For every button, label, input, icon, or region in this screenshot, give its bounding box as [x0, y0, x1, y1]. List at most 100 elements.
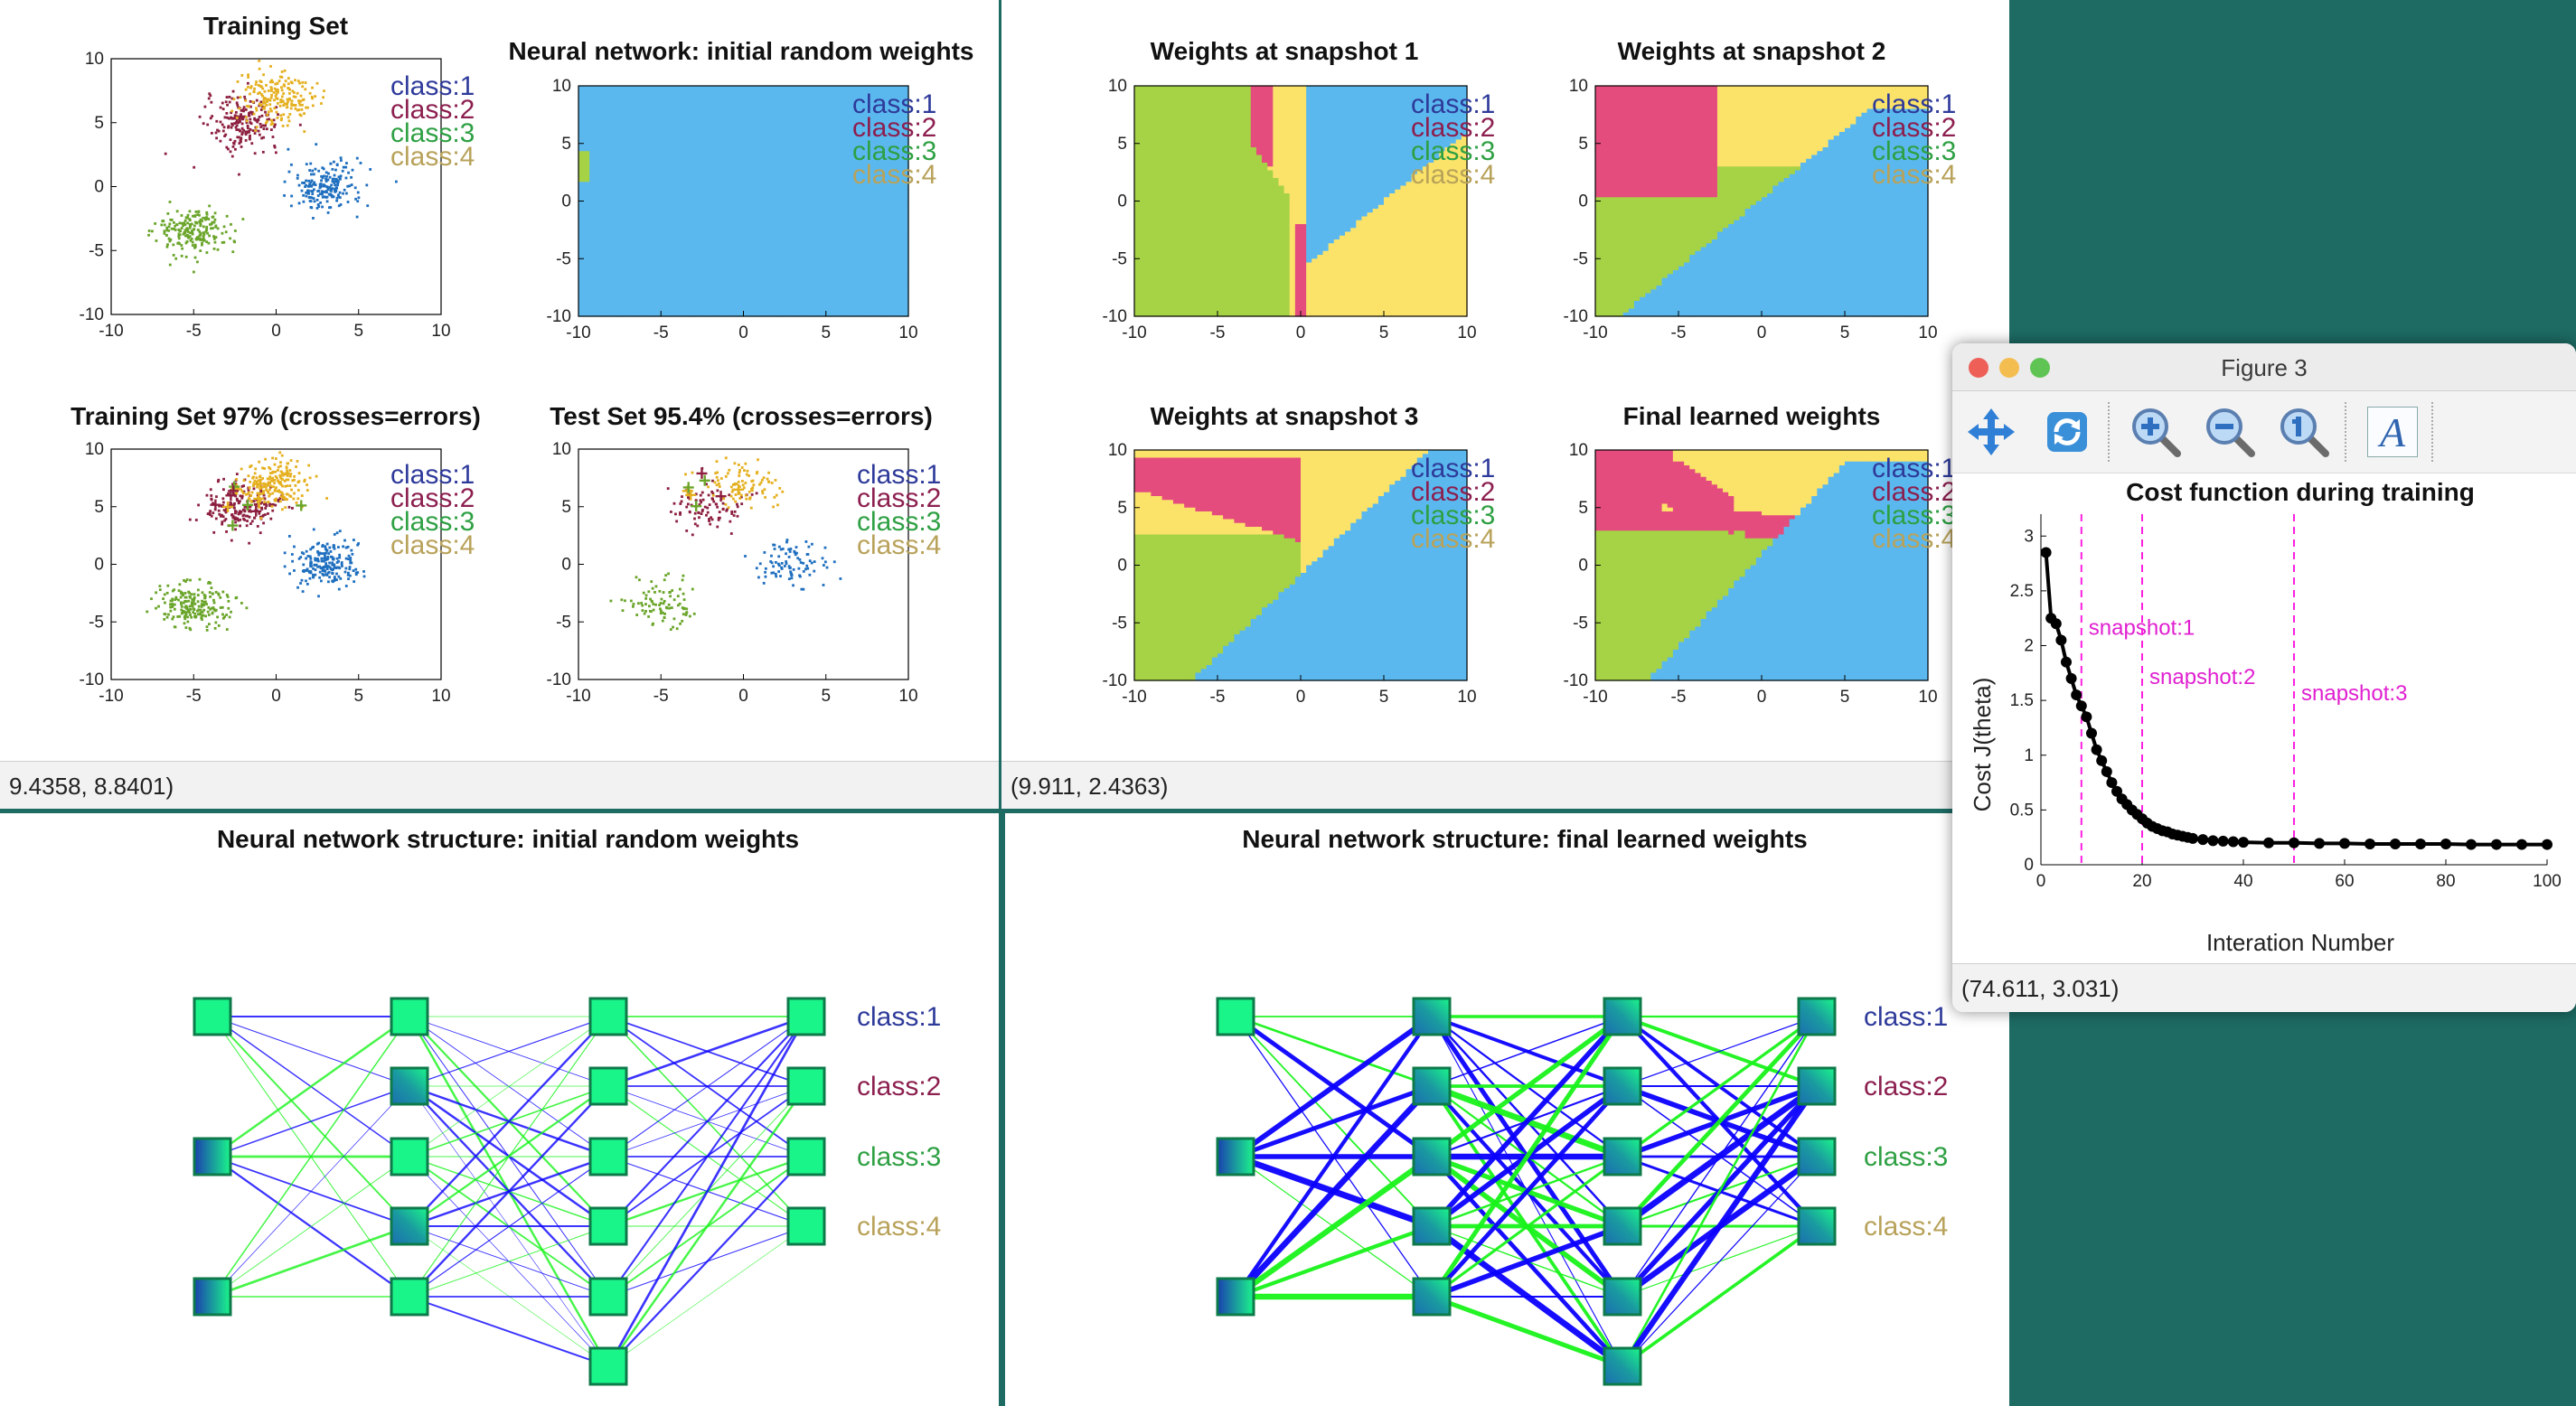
data-point — [214, 224, 218, 228]
region-cell — [589, 120, 596, 126]
region-cell — [848, 235, 854, 240]
data-point — [208, 204, 212, 208]
region-cell — [644, 112, 651, 117]
region-cell — [886, 173, 893, 179]
region-cell — [622, 197, 629, 202]
region-cell — [886, 139, 893, 145]
region-cell — [836, 212, 843, 218]
region-cell — [716, 151, 722, 156]
data-point — [180, 227, 183, 230]
region-cell — [891, 197, 898, 202]
region-cell — [578, 132, 585, 136]
region-cell — [693, 139, 700, 145]
region-cell — [770, 201, 777, 206]
data-point — [323, 89, 325, 93]
region-cell — [666, 243, 673, 248]
region-cell — [864, 312, 871, 317]
data-point — [365, 183, 369, 187]
region-cell — [759, 243, 766, 248]
region-cell — [633, 108, 640, 114]
data-point — [317, 541, 321, 545]
region-cell — [595, 266, 601, 271]
region-cell — [820, 97, 827, 102]
data-point — [205, 240, 209, 244]
data-point — [189, 628, 193, 632]
region-cell — [853, 89, 860, 95]
data-point — [321, 567, 324, 571]
region-cell — [743, 185, 750, 191]
region-cell — [787, 117, 794, 121]
region-cell — [738, 117, 745, 121]
region-cell — [754, 277, 761, 283]
region-cell — [666, 101, 673, 106]
data-point — [253, 502, 257, 506]
region-cell — [661, 127, 667, 133]
region-cell — [716, 163, 722, 167]
data-point — [264, 507, 268, 510]
region-cell — [661, 155, 667, 160]
data-point — [219, 139, 222, 143]
region-cell — [672, 281, 679, 286]
region-cell — [600, 201, 607, 206]
region-cell — [825, 231, 832, 237]
region-cell — [600, 136, 607, 141]
data-point — [234, 126, 238, 129]
region-cell — [688, 151, 695, 156]
region-cell — [650, 158, 656, 164]
data-point — [305, 183, 308, 187]
region-cell — [897, 212, 904, 218]
data-point — [214, 517, 218, 520]
region-cell — [672, 193, 679, 198]
region-cell — [622, 173, 629, 179]
region-cell — [902, 86, 909, 90]
region-cell — [727, 105, 733, 110]
region-cell — [880, 127, 888, 133]
region-cell — [814, 305, 822, 310]
region-cell — [836, 301, 843, 305]
region-cell — [595, 312, 601, 317]
region-cell — [748, 189, 756, 194]
region-cell — [638, 132, 645, 136]
data-point — [234, 147, 237, 151]
region-cell — [880, 293, 888, 298]
region-cell — [677, 258, 684, 264]
region-cell — [688, 155, 695, 160]
data-point — [214, 131, 218, 135]
region-cell — [886, 216, 893, 221]
data-point — [202, 232, 206, 236]
region-cell — [677, 224, 684, 229]
region-cell — [578, 151, 585, 156]
region-cell — [875, 228, 882, 233]
region-cell — [732, 93, 739, 98]
region-cell — [831, 170, 838, 175]
region-cell — [787, 132, 794, 136]
region-cell — [616, 289, 624, 295]
region-cell — [589, 231, 596, 237]
data-point — [224, 100, 228, 104]
region-cell — [622, 209, 629, 213]
region-cell — [732, 235, 739, 240]
region-cell — [688, 281, 695, 286]
region-cell — [902, 132, 909, 136]
region-cell — [886, 197, 893, 202]
region-cell — [584, 228, 590, 233]
region-cell — [727, 216, 733, 221]
region-cell — [672, 308, 679, 314]
region-cell — [644, 301, 651, 305]
region-cell — [627, 286, 635, 290]
region-cell — [611, 296, 618, 302]
region-cell — [677, 97, 684, 102]
data-point — [216, 248, 220, 251]
region-cell — [650, 120, 656, 126]
region-cell — [627, 274, 635, 279]
region-cell — [809, 274, 816, 279]
data-point — [302, 563, 306, 567]
region-cell — [793, 212, 799, 218]
region-cell — [721, 301, 728, 305]
region-cell — [776, 117, 783, 121]
region-cell — [859, 308, 865, 314]
region-cell — [754, 108, 761, 114]
region-cell — [776, 312, 783, 317]
data-point — [182, 601, 185, 605]
region-cell — [672, 108, 679, 114]
